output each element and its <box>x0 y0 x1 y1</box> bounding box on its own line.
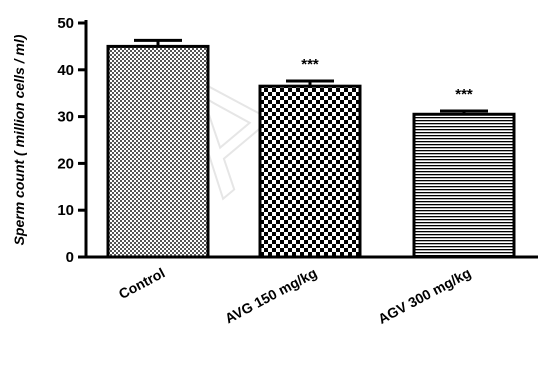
y-tick-label: 40 <box>57 62 74 79</box>
y-tick-label: 20 <box>57 155 74 172</box>
y-ticks: 0 10 20 30 40 50 <box>57 15 86 266</box>
bar <box>106 44 210 259</box>
significance-marker: *** <box>301 56 319 73</box>
y-tick-label: 30 <box>57 109 74 126</box>
x-category-label: AVG 150 mg/kg <box>222 265 319 327</box>
y-tick-label: 0 <box>66 249 74 266</box>
x-category-labels: Control AVG 150 mg/kg AGV 300 mg/kg <box>116 265 473 327</box>
y-axis-label: Sperm count ( million cells / ml) <box>11 34 27 245</box>
y-tick-label: 50 <box>57 15 74 32</box>
y-tick-label: 10 <box>57 202 74 219</box>
x-category-label: AGV 300 mg/kg <box>375 265 473 327</box>
bar <box>258 84 362 259</box>
bar <box>412 112 516 259</box>
axes-layer <box>84 20 538 259</box>
significance-marker: *** <box>455 86 473 103</box>
bars-layer: *** *** <box>106 38 516 259</box>
x-category-label: Control <box>116 265 167 302</box>
